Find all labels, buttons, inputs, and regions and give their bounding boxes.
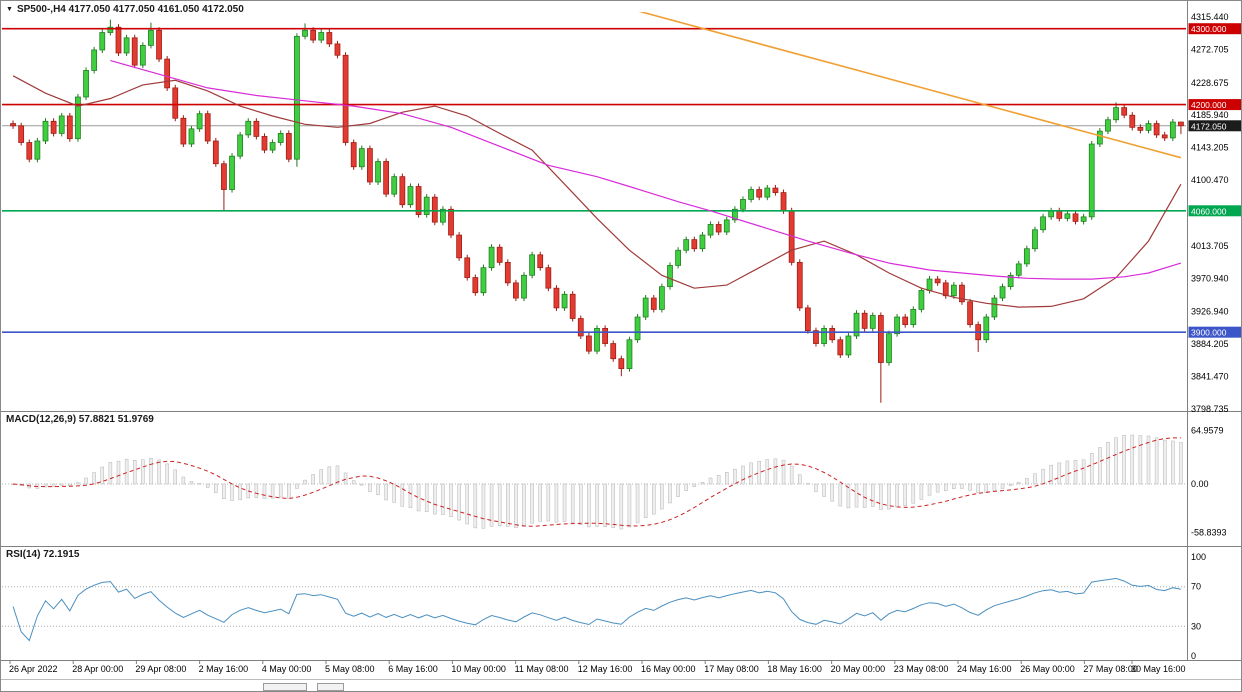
svg-text:29 Apr 08:00: 29 Apr 08:00 — [135, 664, 186, 674]
time-axis[interactable]: 26 Apr 2022 28 Apr 00:00 29 Apr 08:00 2 May… — [9, 661, 1186, 674]
svg-text:4100.470: 4100.470 — [1191, 175, 1229, 185]
svg-text:-58.8393: -58.8393 — [1191, 527, 1227, 537]
svg-text:3884.205: 3884.205 — [1191, 339, 1229, 349]
svg-text:4315.440: 4315.440 — [1191, 12, 1229, 22]
bottom-tab-2[interactable] — [317, 683, 344, 691]
svg-text:4143.205: 4143.205 — [1191, 143, 1229, 153]
fast-ma — [12, 75, 1182, 308]
svg-text:20 May 00:00: 20 May 00:00 — [831, 664, 886, 674]
svg-text:18 May 16:00: 18 May 16:00 — [767, 664, 822, 674]
svg-text:3841.470: 3841.470 — [1191, 372, 1229, 382]
bottom-tab-1[interactable] — [263, 683, 307, 691]
long-ma — [638, 12, 1182, 159]
svg-text:5 May 08:00: 5 May 08:00 — [325, 664, 375, 674]
svg-text:23 May 08:00: 23 May 08:00 — [894, 664, 949, 674]
svg-text:16 May 00:00: 16 May 00:00 — [641, 664, 696, 674]
svg-text:2 May 16:00: 2 May 16:00 — [199, 664, 249, 674]
svg-text:4300.000: 4300.000 — [1191, 24, 1227, 34]
svg-text:11 May 08:00: 11 May 08:00 — [515, 664, 569, 674]
svg-text:3900.000: 3900.000 — [1191, 328, 1227, 338]
svg-text:3798.735: 3798.735 — [1191, 404, 1229, 414]
macd-signal-line — [13, 437, 1181, 527]
rsi-indicator-label: RSI(14) 72.1915 — [6, 549, 80, 560]
svg-text:64.9579: 64.9579 — [1191, 426, 1224, 436]
rsi-line — [12, 577, 1181, 642]
svg-text:4272.705: 4272.705 — [1191, 44, 1229, 54]
svg-text:12 May 16:00: 12 May 16:00 — [578, 664, 633, 674]
svg-text:4185.940: 4185.940 — [1191, 110, 1229, 120]
svg-text:10 May 00:00: 10 May 00:00 — [451, 664, 506, 674]
svg-text:100: 100 — [1191, 552, 1206, 562]
svg-text:17 May 08:00: 17 May 08:00 — [704, 664, 759, 674]
symbol-ohlc-text: SP500-,H4 4177.050 4177.050 4161.050 417… — [16, 4, 244, 15]
svg-text:6 May 16:00: 6 May 16:00 — [388, 664, 438, 674]
svg-text:0: 0 — [1191, 651, 1196, 661]
svg-text:24 May 16:00: 24 May 16:00 — [957, 664, 1012, 674]
price-axis[interactable]: 4315.440 4272.705 4228.675 4185.940 4143.205… — [1187, 1, 1242, 661]
svg-text:4172.050: 4172.050 — [1191, 121, 1227, 131]
svg-text:3970.940: 3970.940 — [1191, 273, 1229, 283]
svg-text:26 May 00:00: 26 May 00:00 — [1020, 664, 1075, 674]
svg-text:0.00: 0.00 — [1191, 479, 1209, 489]
svg-text:3926.940: 3926.940 — [1191, 307, 1229, 317]
price-panel[interactable] — [2, 1, 1186, 403]
svg-text:30: 30 — [1191, 621, 1201, 631]
macd-indicator-label: MACD(12,26,9) 57.8821 51.9769 — [6, 414, 154, 425]
svg-text:4060.000: 4060.000 — [1191, 206, 1227, 216]
svg-text:70: 70 — [1191, 582, 1201, 592]
svg-text:28 Apr 00:00: 28 Apr 00:00 — [72, 664, 123, 674]
symbol-dropdown-icon[interactable]: ▼ — [6, 5, 13, 13]
chart-title: ▼ SP500-,H4 4177.050 4177.050 4161.050 4… — [6, 4, 244, 15]
svg-text:30 May 16:00: 30 May 16:00 — [1131, 664, 1186, 674]
svg-text:4200.000: 4200.000 — [1191, 100, 1227, 110]
svg-text:26 Apr 2022: 26 Apr 2022 — [9, 664, 58, 674]
svg-text:4 May 00:00: 4 May 00:00 — [262, 664, 312, 674]
rsi-panel[interactable] — [2, 577, 1186, 642]
svg-text:4013.705: 4013.705 — [1191, 241, 1229, 251]
macd-panel[interactable] — [2, 434, 1186, 530]
svg-text:4228.675: 4228.675 — [1191, 78, 1229, 88]
svg-text:27 May 08:00: 27 May 08:00 — [1083, 664, 1138, 674]
slow-ma — [110, 60, 1182, 280]
